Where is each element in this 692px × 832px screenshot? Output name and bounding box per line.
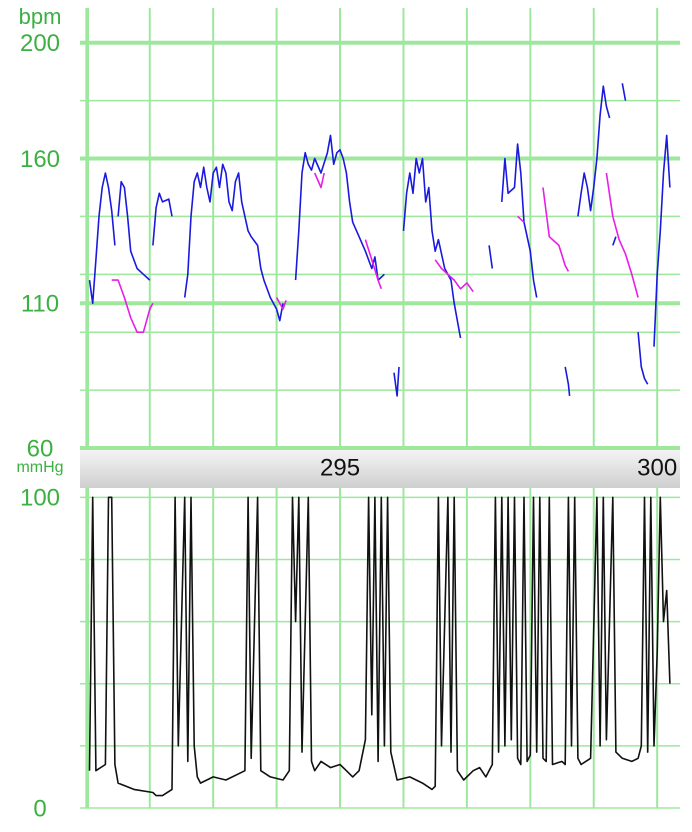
y-tick-label: 100 bbox=[20, 485, 60, 512]
y-axis-unit: mmHg bbox=[16, 459, 63, 476]
x-tick-label: 295 bbox=[320, 454, 360, 481]
trace bbox=[88, 496, 671, 797]
y-tick-label: 60 bbox=[27, 435, 54, 462]
time-band bbox=[80, 450, 680, 488]
y-axis-unit: bpm bbox=[19, 4, 62, 29]
trace bbox=[111, 172, 639, 333]
y-tick-label: 200 bbox=[20, 30, 60, 57]
x-tick-label: 300 bbox=[637, 454, 677, 481]
y-tick-label: 0 bbox=[33, 795, 46, 822]
y-tick-label: 160 bbox=[20, 146, 60, 173]
y-tick-label: 110 bbox=[21, 291, 59, 318]
trace bbox=[88, 83, 671, 397]
